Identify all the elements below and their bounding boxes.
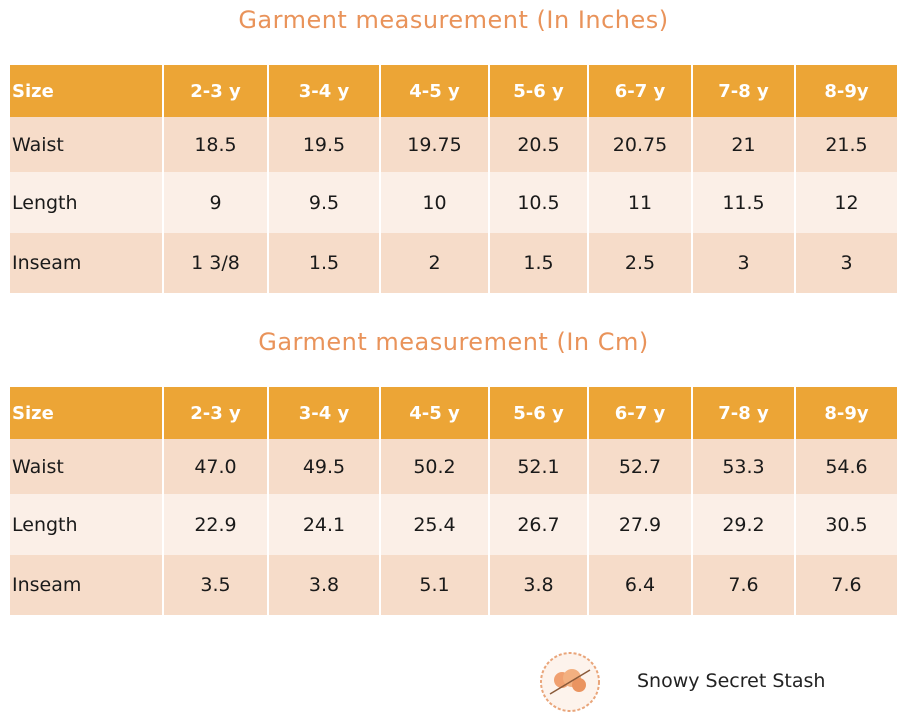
cell: 3.5 [162,555,269,615]
cell: 27.9 [587,494,693,555]
cell: 3 [794,233,897,293]
cell: 1.5 [267,233,381,293]
row-label: Length [10,172,164,233]
cell: 29.2 [691,494,796,555]
header-cell: 5-6 y [488,65,589,117]
data-row: Waist 47.0 49.5 50.2 52.1 52.7 53.3 54.6 [10,439,897,494]
row-label: Waist [10,117,164,172]
header-cell: 4-5 y [379,387,490,439]
cell: 10.5 [488,172,589,233]
header-cell: Size [10,387,164,439]
cell: 7.6 [691,555,796,615]
cell: 26.7 [488,494,589,555]
cell: 11 [587,172,693,233]
header-cell: 6-7 y [587,387,693,439]
cell: 50.2 [379,439,490,494]
header-row: Size 2-3 y 3-4 y 4-5 y 5-6 y 6-7 y 7-8 y 8-9y [10,387,897,439]
logo-text: Snowy Secret Stash [637,670,826,692]
cell: 21.5 [794,117,897,172]
table-title: Garment measurement (In Inches) [238,6,669,34]
cell: 19.75 [379,117,490,172]
table-title: Garment measurement (In Cm) [258,328,649,356]
data-row: Waist 18.5 19.5 19.75 20.5 20.75 21 21.5 [10,117,897,172]
cell: 2.5 [587,233,693,293]
measurement-table: Size 2-3 y 3-4 y 4-5 y 5-6 y 6-7 y 7-8 y 8-9y Wa… [10,387,897,615]
cell: 2 [379,233,490,293]
header-cell: 8-9y [794,387,897,439]
header-cell: 7-8 y [691,65,796,117]
cell: 53.3 [691,439,796,494]
measurement-table: Size 2-3 y 3-4 y 4-5 y 5-6 y 6-7 y 7-8 y 8-9y Wa… [10,65,897,293]
data-row: Inseam 1 3/8 1.5 2 1.5 2.5 3 3 [10,233,897,293]
cell: 9 [162,172,269,233]
cell: 25.4 [379,494,490,555]
header-cell: 3-4 y [267,65,381,117]
header-cell: 4-5 y [379,65,490,117]
cell: 5.1 [379,555,490,615]
header-cell: 6-7 y [587,65,693,117]
cell: 22.9 [162,494,269,555]
cell: 3.8 [488,555,589,615]
cell: 3 [691,233,796,293]
cell: 52.1 [488,439,589,494]
cell: 3.8 [267,555,381,615]
cell: 1 3/8 [162,233,269,293]
cell: 6.4 [587,555,693,615]
row-label: Inseam [10,555,164,615]
cell: 7.6 [794,555,897,615]
header-cell: 2-3 y [162,387,269,439]
cell: 18.5 [162,117,269,172]
cell: 11.5 [691,172,796,233]
cell: 30.5 [794,494,897,555]
data-row: Inseam 3.5 3.8 5.1 3.8 6.4 7.6 7.6 [10,555,897,615]
data-row: Length 9 9.5 10 10.5 11 11.5 12 [10,172,897,233]
cell: 20.75 [587,117,693,172]
header-cell: 5-6 y [488,387,589,439]
row-label: Inseam [10,233,164,293]
cell: 9.5 [267,172,381,233]
header-cell: 7-8 y [691,387,796,439]
header-cell: 8-9y [794,65,897,117]
cell: 52.7 [587,439,693,494]
row-label: Length [10,494,164,555]
header-cell: 2-3 y [162,65,269,117]
cell: 54.6 [794,439,897,494]
cell: 1.5 [488,233,589,293]
cell: 49.5 [267,439,381,494]
cell: 24.1 [267,494,381,555]
cell: 21 [691,117,796,172]
header-cell: Size [10,65,164,117]
header-cell: 3-4 y [267,387,381,439]
cell: 10 [379,172,490,233]
cell: 47.0 [162,439,269,494]
row-label: Waist [10,439,164,494]
header-row: Size 2-3 y 3-4 y 4-5 y 5-6 y 6-7 y 7-8 y 8-9y [10,65,897,117]
cell: 12 [794,172,897,233]
cell: 20.5 [488,117,589,172]
data-row: Length 22.9 24.1 25.4 26.7 27.9 29.2 30.5 [10,494,897,555]
logo-icon [540,652,600,712]
cell: 19.5 [267,117,381,172]
